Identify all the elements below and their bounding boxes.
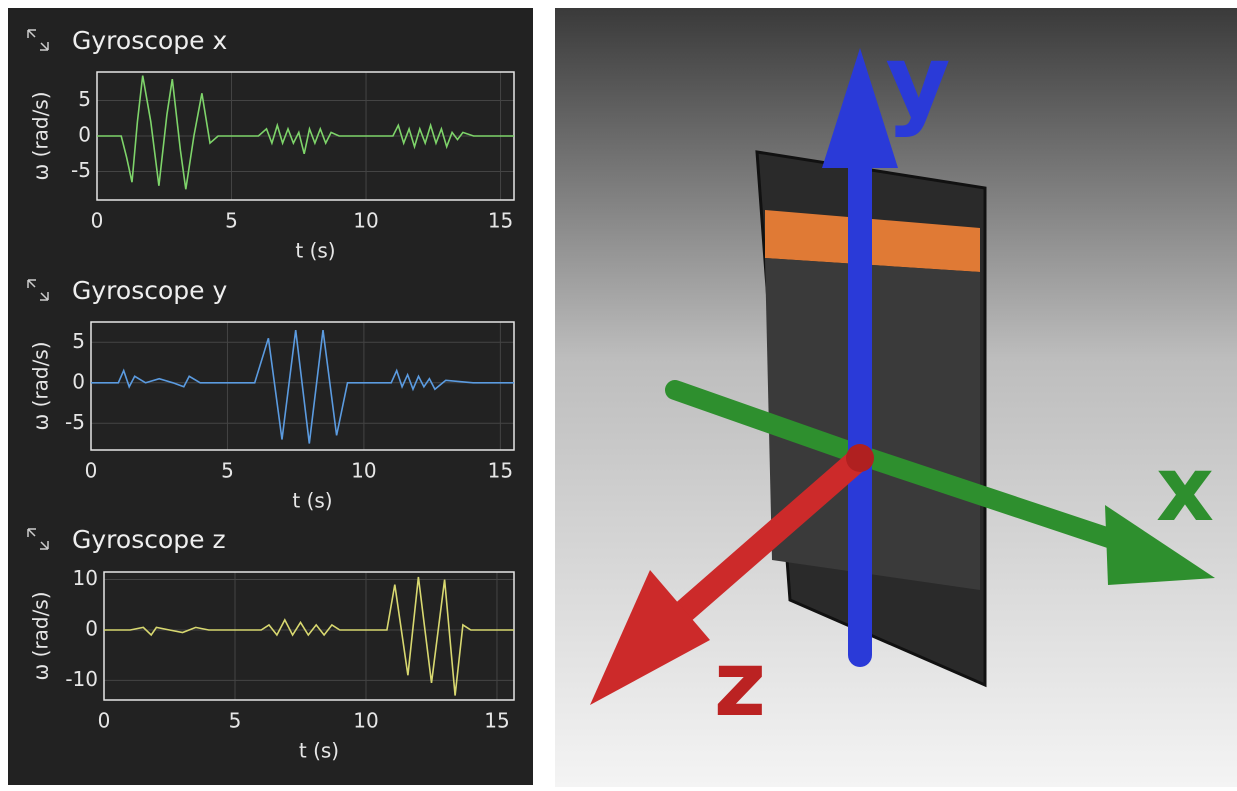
chart-title: Gyroscope y (72, 276, 227, 305)
y-tick-label: 0 (72, 369, 85, 393)
x-axis-back (665, 380, 870, 465)
z-axis (668, 446, 872, 627)
x-tick-label: 0 (85, 459, 98, 483)
y-axis-label: ω (rad/s) (29, 591, 53, 680)
x-tick-label: 10 (353, 709, 378, 733)
axis-label-z: z (714, 632, 766, 737)
signal-line (104, 576, 514, 696)
y-tick-label: -5 (71, 158, 91, 182)
y-tick-label: -10 (65, 667, 98, 691)
x-tick-label: 5 (221, 459, 234, 483)
origin (846, 444, 874, 472)
x-tick-label: 15 (488, 459, 513, 483)
x-axis-label: t (s) (292, 489, 332, 513)
x-axis-label: t (s) (299, 739, 339, 763)
x-axis-label: t (s) (295, 239, 335, 263)
phone-toolbar (765, 210, 980, 272)
signal-line (97, 75, 514, 190)
x-tick-label: 10 (351, 459, 376, 483)
z-arrow (590, 570, 710, 705)
x-tick-label: 0 (91, 209, 104, 233)
y-arrow (822, 48, 898, 168)
x-arrow (1105, 505, 1215, 585)
x-tick-label: 5 (225, 209, 238, 233)
signal-line (91, 329, 514, 444)
plot-frame (103, 571, 515, 701)
y-tick-label: 10 (73, 566, 98, 590)
chart-title: Gyroscope x (72, 26, 227, 55)
expand-icon (27, 279, 49, 301)
x-tick-label: 15 (488, 209, 513, 233)
x-tick-label: 10 (353, 209, 378, 233)
y-tick-label: 5 (72, 329, 85, 353)
charts: Gyroscope x -5 0 5 0 5 10 15 t (s) ω (rad/s) Gyros… (27, 26, 515, 763)
plot-frame (90, 321, 515, 451)
expand-icon (27, 528, 49, 550)
y-tick-label: 0 (78, 123, 91, 147)
expand-icon (27, 29, 49, 51)
y-axis-label: ω (rad/s) (29, 341, 53, 430)
x-tick-label: 5 (229, 709, 242, 733)
x-tick-label: 15 (484, 709, 509, 733)
axis-label-x: x (1156, 437, 1214, 542)
y-axis-label: ω (rad/s) (29, 91, 53, 180)
chart-title: Gyroscope z (72, 525, 226, 554)
y-tick-label: -5 (65, 410, 85, 434)
axis-label-y: y (885, 22, 950, 139)
x-axis (856, 445, 1134, 555)
y-tick-label: 5 (78, 87, 91, 111)
x-tick-label: 0 (98, 709, 111, 733)
y-tick-label: 0 (85, 616, 98, 640)
